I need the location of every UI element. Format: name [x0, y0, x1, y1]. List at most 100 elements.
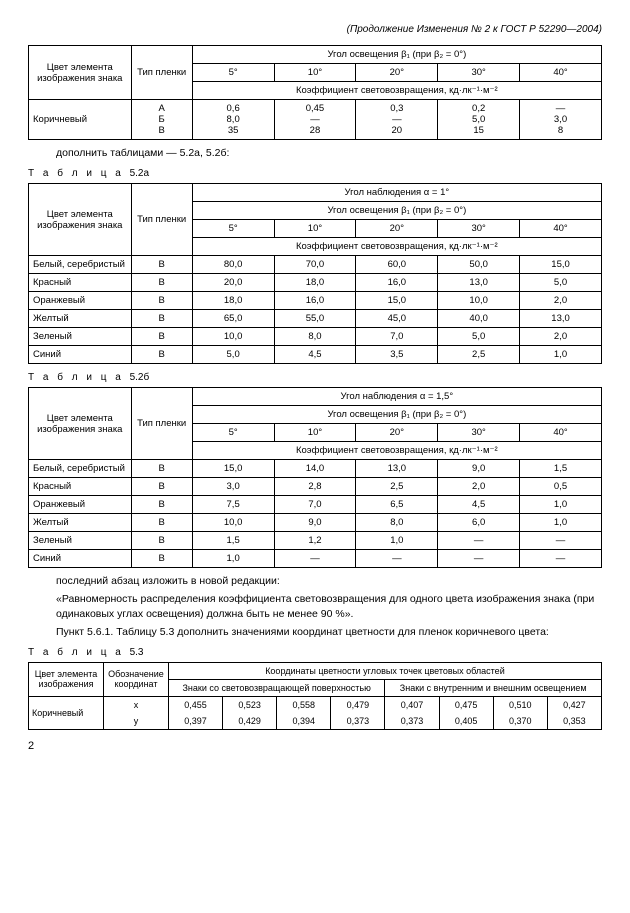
- cell: 1,0: [192, 550, 274, 568]
- cell: 16,0: [274, 292, 356, 310]
- hdr-a0: 5°: [192, 64, 274, 82]
- hdr-color-53: Цвет элемента изображения: [29, 662, 104, 696]
- hdr-color-52a: Цвет элемента изображения знака: [29, 184, 132, 256]
- hdr-obs-52b: Угол наблюдения α = 1,5°: [192, 388, 601, 406]
- cell: 2,5: [356, 478, 438, 496]
- row-type: В: [131, 256, 192, 274]
- cell: 20,0: [192, 274, 274, 292]
- cell: 8,0: [274, 328, 356, 346]
- cell: 6,0: [438, 514, 520, 532]
- row-type: В: [131, 328, 192, 346]
- row-type: В: [131, 346, 192, 364]
- cell: 13,0: [438, 274, 520, 292]
- hdr-a4: 40°: [520, 64, 602, 82]
- cell: 1,0: [520, 346, 602, 364]
- cell: 10,0: [192, 514, 274, 532]
- cell: —: [520, 532, 602, 550]
- hdr-desig-53: Обозначение координат: [104, 662, 169, 696]
- cell: —: [520, 550, 602, 568]
- cell: 10,0: [192, 328, 274, 346]
- cell: 60,0: [356, 256, 438, 274]
- cell: —: [274, 550, 356, 568]
- hdr-obs-52a: Угол наблюдения α = 1°: [192, 184, 601, 202]
- cell: 13,0: [356, 460, 438, 478]
- cell: 9,0: [274, 514, 356, 532]
- para-last-2: «Равномерность распределения коэффициент…: [56, 592, 602, 620]
- cell: 5,0: [438, 328, 520, 346]
- row-color-53: Коричневый: [29, 696, 104, 729]
- table-label-53: Т а б л и ц а 5.3: [28, 647, 602, 658]
- hdr-angle: Угол освещения β₁ (при β₂ = 0°): [192, 46, 601, 64]
- hdr-color-52b: Цвет элемента изображения знака: [29, 388, 132, 460]
- cell: 50,0: [438, 256, 520, 274]
- row-color: Синий: [29, 346, 132, 364]
- cell: 80,0: [192, 256, 274, 274]
- cell: 55,0: [274, 310, 356, 328]
- cell: 7,0: [274, 496, 356, 514]
- cell: 15,0: [520, 256, 602, 274]
- row-color-t1: Коричневый: [29, 100, 132, 140]
- hdr-type: Тип пленки: [131, 46, 192, 100]
- cell: 3,0: [192, 478, 274, 496]
- hdr-a1: 10°: [274, 64, 356, 82]
- cell: 8,0: [356, 514, 438, 532]
- cell-t1: 0,3—20: [356, 100, 438, 140]
- row-type: В: [131, 514, 192, 532]
- hdr-ret-53: Знаки со световозвращающей поверхностью: [168, 679, 385, 696]
- cell: 1,0: [356, 532, 438, 550]
- cell: 5,0: [520, 274, 602, 292]
- hdr-coef-52b: Коэффициент световозвращения, кд·лк⁻¹·м⁻…: [192, 442, 601, 460]
- cell: 1,2: [274, 532, 356, 550]
- row-type: В: [131, 478, 192, 496]
- hdr-a2: 20°: [356, 64, 438, 82]
- row-types-t1: АБВ: [131, 100, 192, 140]
- para-last-3: Пункт 5.6.1. Таблицу 5.3 дополнить значе…: [56, 625, 602, 639]
- hdr-coef: Коэффициент световозвращения, кд·лк⁻¹·м⁻…: [192, 82, 601, 100]
- cell: 1,0: [520, 514, 602, 532]
- para-add-tables: дополнить таблицами — 5.2а, 5.2б:: [56, 146, 602, 160]
- hdr-coord-53: Координаты цветности угловых точек цвето…: [168, 662, 601, 679]
- cell: 2,0: [520, 328, 602, 346]
- cell: 4,5: [438, 496, 520, 514]
- cell: 6,5: [356, 496, 438, 514]
- cell: 18,0: [192, 292, 274, 310]
- cell-t1: 0,25,015: [438, 100, 520, 140]
- row-color: Белый, серебристый: [29, 256, 132, 274]
- hdr-angle-52b: Угол освещения β₁ (при β₂ = 0°): [192, 406, 601, 424]
- cell: 1,0: [520, 496, 602, 514]
- row-color: Белый, серебристый: [29, 460, 132, 478]
- hdr-angle-52a: Угол освещения β₁ (при β₂ = 0°): [192, 202, 601, 220]
- row-color: Желтый: [29, 310, 132, 328]
- hdr-a3: 30°: [438, 64, 520, 82]
- table-52a: Цвет элемента изображения знака Тип плен…: [28, 183, 602, 364]
- cell: 2,0: [520, 292, 602, 310]
- table-label-52a: Т а б л и ц а 5.2а: [28, 168, 602, 179]
- cell: 13,0: [520, 310, 602, 328]
- xy-x: x: [104, 696, 169, 713]
- cell: 70,0: [274, 256, 356, 274]
- row-color: Оранжевый: [29, 496, 132, 514]
- cell: 2,8: [274, 478, 356, 496]
- cell: —: [356, 550, 438, 568]
- table-52b: Цвет элемента изображения знака Тип плен…: [28, 387, 602, 568]
- hdr-int-53: Знаки с внутренним и внешним освещением: [385, 679, 602, 696]
- cell: 15,0: [192, 460, 274, 478]
- cell: —: [438, 532, 520, 550]
- row-type: В: [131, 550, 192, 568]
- xy-y: y: [104, 713, 169, 730]
- cell: 15,0: [356, 292, 438, 310]
- row-type: В: [131, 532, 192, 550]
- para-last-1: последний абзац изложить в новой редакци…: [56, 574, 602, 588]
- table-53: Цвет элемента изображения Обозначение ко…: [28, 662, 602, 730]
- cell: 1,5: [520, 460, 602, 478]
- hdr-color: Цвет элемента изображения знака: [29, 46, 132, 100]
- hdr-coef-52a: Коэффициент световозвращения, кд·лк⁻¹·м⁻…: [192, 238, 601, 256]
- row-color: Красный: [29, 274, 132, 292]
- row-color: Зеленый: [29, 328, 132, 346]
- cell-t1: —3,08: [520, 100, 602, 140]
- row-color: Оранжевый: [29, 292, 132, 310]
- row-color: Красный: [29, 478, 132, 496]
- cell: 16,0: [356, 274, 438, 292]
- cell: 45,0: [356, 310, 438, 328]
- row-color: Зеленый: [29, 532, 132, 550]
